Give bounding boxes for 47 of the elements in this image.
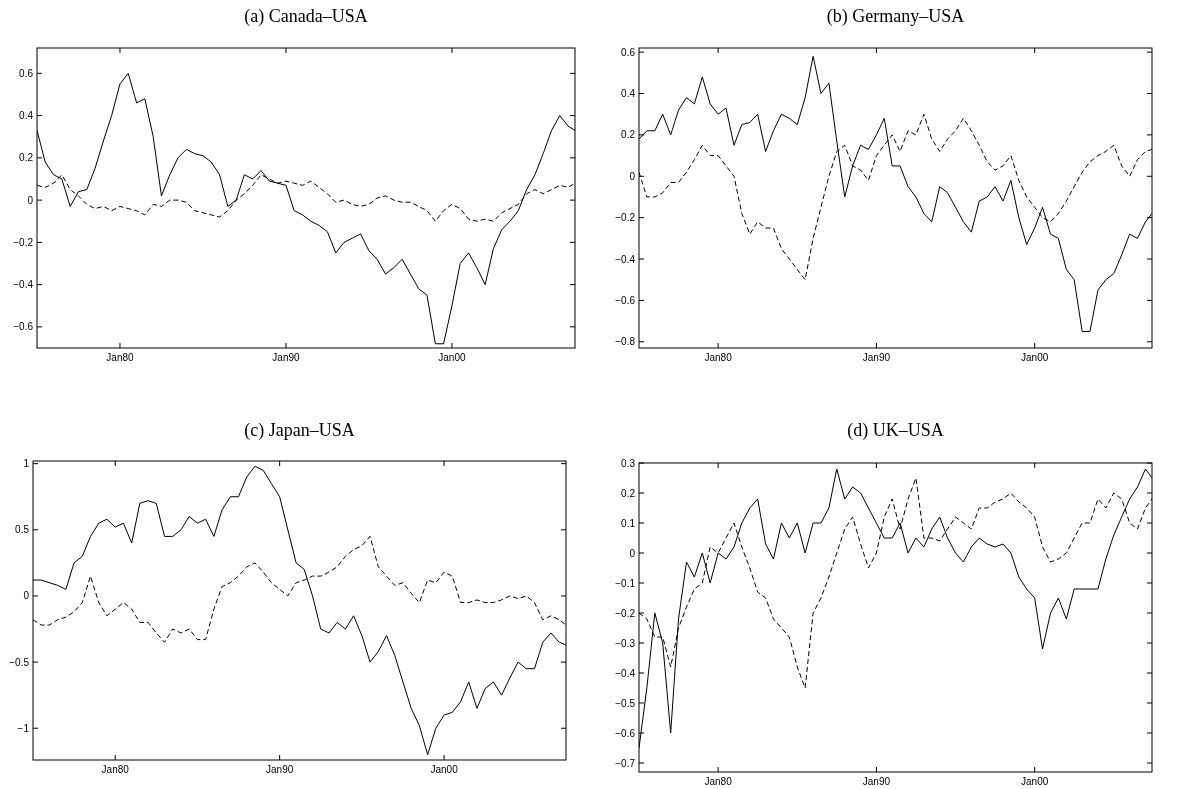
y-tick-label: 0.5	[15, 524, 30, 536]
x-tick-label: Jan80	[704, 352, 733, 363]
x-tick-label: Jan80	[101, 764, 130, 775]
chart-title: (d) UK–USA	[847, 420, 944, 441]
y-tick-label: −0.5	[615, 697, 636, 709]
x-tick-label: Jan00	[1021, 352, 1049, 363]
y-tick-label: 0	[27, 194, 34, 206]
y-tick-label: −0.8	[615, 336, 636, 348]
y-tick-label: −0.6	[13, 321, 34, 333]
y-tick-label: −0.3	[615, 637, 636, 649]
y-tick-label: −0.6	[615, 294, 636, 306]
y-tick-label: −0.7	[615, 757, 636, 769]
y-tick-label: 0.2	[621, 129, 636, 141]
x-tick-label: Jan90	[862, 352, 891, 363]
x-tick-label: Jan00	[430, 764, 459, 775]
y-tick-label: 0.6	[621, 46, 636, 58]
y-tick-label: 0.4	[19, 110, 34, 122]
y-tick-label: −0.2	[615, 212, 636, 224]
y-tick-label: 0.4	[621, 88, 636, 100]
y-tick-label: 0	[629, 547, 636, 559]
y-tick-label: 1	[23, 458, 30, 470]
chart-title: (a) Canada–USA	[244, 6, 368, 27]
x-tick-label: Jan00	[1021, 776, 1049, 787]
x-tick-label: Jan90	[272, 352, 301, 363]
x-tick-label: Jan00	[438, 352, 466, 363]
y-tick-label: −0.5	[9, 656, 30, 668]
x-tick-label: Jan90	[266, 764, 294, 775]
y-tick-label: 0.2	[621, 487, 636, 499]
y-tick-label: 0	[23, 590, 30, 602]
y-tick-label: −0.4	[615, 667, 636, 679]
y-tick-label: 0	[629, 170, 636, 182]
y-tick-label: −0.1	[615, 577, 636, 589]
y-tick-label: 0.1	[621, 517, 636, 529]
chart-title: (b) Germany–USA	[826, 6, 965, 27]
y-tick-label: 0.6	[19, 67, 34, 79]
y-tick-label: 0.3	[621, 457, 636, 469]
y-tick-label: −0.4	[615, 253, 636, 265]
chart-title: (c) Japan–USA	[244, 420, 355, 441]
x-tick-label: Jan80	[704, 776, 733, 787]
x-tick-label: Jan80	[106, 352, 135, 363]
y-tick-label: 0.2	[19, 152, 34, 164]
y-tick-label: −0.6	[615, 727, 636, 739]
y-tick-label: −1	[17, 722, 30, 734]
y-tick-label: −0.2	[615, 607, 636, 619]
y-tick-label: −0.2	[13, 236, 34, 248]
y-tick-label: −0.4	[13, 279, 34, 291]
x-tick-label: Jan90	[862, 776, 891, 787]
